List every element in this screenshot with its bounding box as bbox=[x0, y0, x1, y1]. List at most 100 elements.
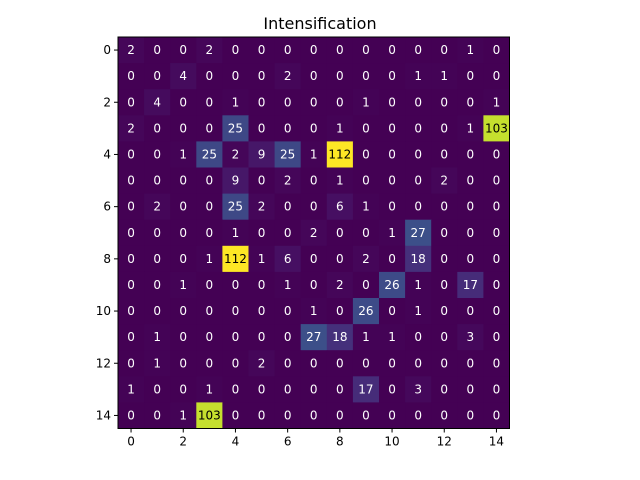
cell-value-label: 0 bbox=[493, 69, 501, 83]
cell-value-label: 0 bbox=[467, 382, 475, 396]
cell-value-label: 0 bbox=[206, 356, 214, 370]
heatmap-cell bbox=[248, 141, 276, 168]
heatmap-cell bbox=[483, 115, 510, 142]
cell-value-label: 0 bbox=[127, 408, 135, 422]
heatmap-cell bbox=[300, 402, 328, 429]
cell-value-label: 0 bbox=[336, 226, 344, 240]
cell-value-label: 1 bbox=[179, 147, 187, 161]
cell-value-label: 0 bbox=[258, 43, 266, 57]
cell-value-label: 2 bbox=[336, 278, 344, 292]
heatmap-cell bbox=[405, 193, 432, 221]
heatmap-cell bbox=[431, 37, 458, 64]
heatmap-cell bbox=[248, 193, 276, 221]
cell-value-label: 0 bbox=[153, 304, 161, 318]
chart-title: Intensification bbox=[263, 14, 376, 33]
heatmap-cell bbox=[431, 324, 458, 351]
heatmap-cell bbox=[457, 167, 484, 195]
cell-value-label: 25 bbox=[228, 200, 243, 214]
heatmap-cell bbox=[196, 141, 223, 168]
cell-value-label: 0 bbox=[467, 356, 475, 370]
cell-value-label: 0 bbox=[362, 226, 370, 240]
heatmap-cell bbox=[379, 245, 406, 273]
cell-value-label: 0 bbox=[336, 304, 344, 318]
heatmap-cell bbox=[405, 167, 432, 195]
heatmap-cell bbox=[248, 219, 276, 247]
cell-value-label: 1 bbox=[232, 95, 240, 109]
cell-value-label: 1 bbox=[206, 382, 214, 396]
cell-value-label: 0 bbox=[232, 408, 240, 422]
heatmap-cell bbox=[170, 245, 197, 273]
cell-value-label: 0 bbox=[362, 43, 370, 57]
heatmap-cell bbox=[170, 193, 197, 221]
heatmap-cell bbox=[274, 89, 302, 116]
heatmap-cell bbox=[326, 219, 354, 247]
heatmap-cell bbox=[379, 324, 406, 351]
heatmap-cell bbox=[483, 324, 510, 351]
heatmap-cell bbox=[431, 115, 458, 142]
cell-value-label: 0 bbox=[232, 278, 240, 292]
cell-value-label: 0 bbox=[440, 43, 448, 57]
heatmap-cell bbox=[300, 271, 328, 299]
cell-value-label: 0 bbox=[388, 121, 396, 135]
y-tick-label: 0 bbox=[103, 43, 111, 57]
cell-value-label: 0 bbox=[232, 43, 240, 57]
heatmap-cell bbox=[274, 115, 302, 142]
cell-value-label: 26 bbox=[358, 304, 373, 318]
cell-value-label: 0 bbox=[284, 330, 292, 344]
heatmap-cell bbox=[405, 298, 432, 325]
cell-value-label: 0 bbox=[467, 408, 475, 422]
heatmap-cell bbox=[457, 271, 484, 299]
cell-value-label: 1 bbox=[310, 147, 318, 161]
cell-value-label: 0 bbox=[232, 356, 240, 370]
heatmap-cell bbox=[248, 37, 276, 64]
cell-value-label: 0 bbox=[414, 147, 422, 161]
heatmap-cell bbox=[118, 115, 145, 142]
heatmap-cell bbox=[379, 402, 406, 429]
cell-value-label: 1 bbox=[336, 174, 344, 188]
cell-value-label: 0 bbox=[232, 330, 240, 344]
heatmap-cell bbox=[222, 245, 249, 273]
cell-value-label: 0 bbox=[127, 147, 135, 161]
cell-value-label: 0 bbox=[388, 382, 396, 396]
x-tick-label: 0 bbox=[127, 435, 135, 449]
cell-value-label: 0 bbox=[388, 174, 396, 188]
heatmap-cell bbox=[300, 193, 328, 221]
cell-value-label: 1 bbox=[336, 121, 344, 135]
cell-value-label: 0 bbox=[414, 356, 422, 370]
cell-value-label: 0 bbox=[284, 304, 292, 318]
cell-value-label: 0 bbox=[440, 408, 448, 422]
cell-value-label: 0 bbox=[310, 43, 318, 57]
heatmap-cell bbox=[170, 115, 197, 142]
y-tick-label: 4 bbox=[103, 147, 111, 161]
cell-value-label: 0 bbox=[179, 43, 187, 57]
heatmap-cell bbox=[326, 350, 354, 377]
cell-value-label: 1 bbox=[493, 95, 501, 109]
cell-value-label: 2 bbox=[127, 43, 135, 57]
heatmap-cell bbox=[379, 141, 406, 168]
heatmap-cell bbox=[118, 350, 145, 377]
cell-value-label: 0 bbox=[232, 69, 240, 83]
heatmap-cell bbox=[483, 350, 510, 377]
heatmap-cell bbox=[300, 141, 328, 168]
cell-value-label: 0 bbox=[310, 95, 318, 109]
cell-value-label: 0 bbox=[179, 330, 187, 344]
heatmap-cell bbox=[483, 63, 510, 90]
heatmap-cell bbox=[326, 245, 354, 273]
heatmap-cell bbox=[144, 324, 171, 351]
heatmap-cell bbox=[118, 167, 145, 195]
cell-value-label: 0 bbox=[414, 330, 422, 344]
heatmap-cell bbox=[326, 37, 354, 64]
heatmap-cell bbox=[248, 167, 276, 195]
cell-value-label: 0 bbox=[336, 252, 344, 266]
heatmap-cell bbox=[379, 376, 406, 403]
cell-value-label: 0 bbox=[127, 200, 135, 214]
heatmap-cell bbox=[222, 376, 249, 403]
cell-value-label: 0 bbox=[310, 408, 318, 422]
heatmap-cell bbox=[431, 219, 458, 247]
heatmap-cell bbox=[222, 37, 249, 64]
cell-value-label: 0 bbox=[127, 226, 135, 240]
heatmap-cell bbox=[274, 193, 302, 221]
cell-value-label: 0 bbox=[284, 382, 292, 396]
heatmap-cell bbox=[300, 115, 328, 142]
heatmap-cell bbox=[222, 402, 249, 429]
